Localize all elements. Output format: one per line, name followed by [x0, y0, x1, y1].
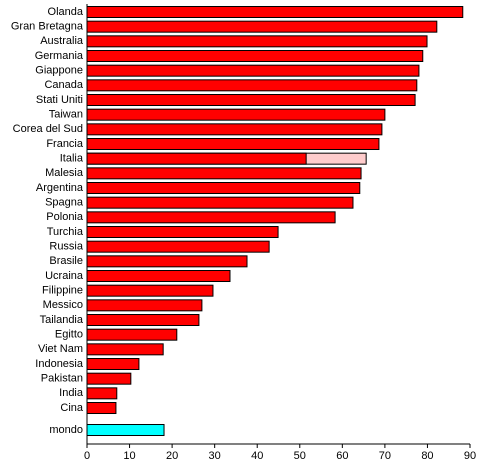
- bar: [86, 387, 118, 400]
- bar: [86, 314, 200, 327]
- y-tick-label: Tailandia: [40, 314, 84, 326]
- bar: [86, 138, 380, 151]
- bar: [86, 255, 248, 268]
- y-tick-label: Egitto: [55, 329, 83, 341]
- y-tick-label: Argentina: [36, 182, 84, 194]
- x-tick-label: 70: [379, 450, 391, 462]
- bar: [86, 270, 231, 283]
- y-tick-label: Olanda: [48, 6, 84, 18]
- x-tick-label: 0: [84, 450, 90, 462]
- bar: [86, 64, 420, 77]
- y-tick-label: Brasile: [49, 255, 83, 267]
- x-tick-label: 10: [123, 450, 135, 462]
- bar: [86, 6, 464, 18]
- bar: [86, 35, 428, 48]
- bar: [86, 424, 165, 437]
- y-tick-label: Germania: [35, 50, 84, 62]
- x-tick-label: 40: [251, 450, 263, 462]
- y-tick-label: Polonia: [46, 211, 84, 223]
- bar: [86, 50, 424, 63]
- y-tick-label: Viet Nam: [38, 343, 83, 355]
- bar: [86, 196, 354, 209]
- bar: [86, 152, 307, 165]
- y-tick-label: Cina: [60, 402, 84, 414]
- y-tick-label: Canada: [44, 79, 83, 91]
- y-tick-label: Spagna: [45, 197, 84, 209]
- y-tick-label: Turchia: [47, 226, 84, 238]
- bar: [86, 343, 164, 356]
- y-tick-label: Messico: [43, 299, 83, 311]
- y-tick-label: Russia: [49, 241, 84, 253]
- bar: [86, 358, 140, 371]
- bar: [86, 328, 178, 341]
- bar: [86, 240, 270, 253]
- y-tick-label: Indonesia: [35, 358, 84, 370]
- y-tick-label: Corea del Sud: [13, 123, 83, 135]
- x-tick-label: 30: [209, 450, 221, 462]
- bar: [86, 372, 132, 385]
- bar: [86, 123, 383, 136]
- y-tick-label: Gran Bretagna: [11, 21, 84, 33]
- bar: [86, 402, 117, 415]
- y-tick-label: Pakistan: [41, 373, 83, 385]
- y-tick-label: Stati Uniti: [36, 94, 83, 106]
- x-tick-label: 20: [166, 450, 178, 462]
- y-tick-label: Australia: [40, 35, 84, 47]
- bar: [86, 182, 361, 195]
- y-tick-label: Francia: [46, 138, 84, 150]
- bar: [86, 79, 418, 92]
- bar: [86, 20, 438, 33]
- bar: [86, 94, 416, 107]
- bar: [86, 284, 214, 297]
- x-tick-label: 80: [421, 450, 433, 462]
- bar: [86, 226, 279, 239]
- y-tick-label: India: [59, 387, 84, 399]
- bar: [86, 211, 336, 224]
- y-tick-label: Italia: [60, 153, 84, 165]
- x-tick-label: 60: [336, 450, 348, 462]
- bar: [86, 108, 386, 121]
- y-tick-label: Filippine: [42, 285, 83, 297]
- y-tick-label: Giappone: [35, 65, 83, 77]
- y-tick-label: Ucraina: [45, 270, 84, 282]
- bar: [86, 299, 203, 312]
- x-tick-label: 90: [464, 450, 476, 462]
- y-tick-label: Taiwan: [49, 109, 83, 121]
- y-tick-label: mondo: [49, 424, 83, 436]
- x-tick-label: 50: [294, 450, 306, 462]
- y-tick-label: Malesia: [45, 167, 84, 179]
- bar: [86, 167, 362, 180]
